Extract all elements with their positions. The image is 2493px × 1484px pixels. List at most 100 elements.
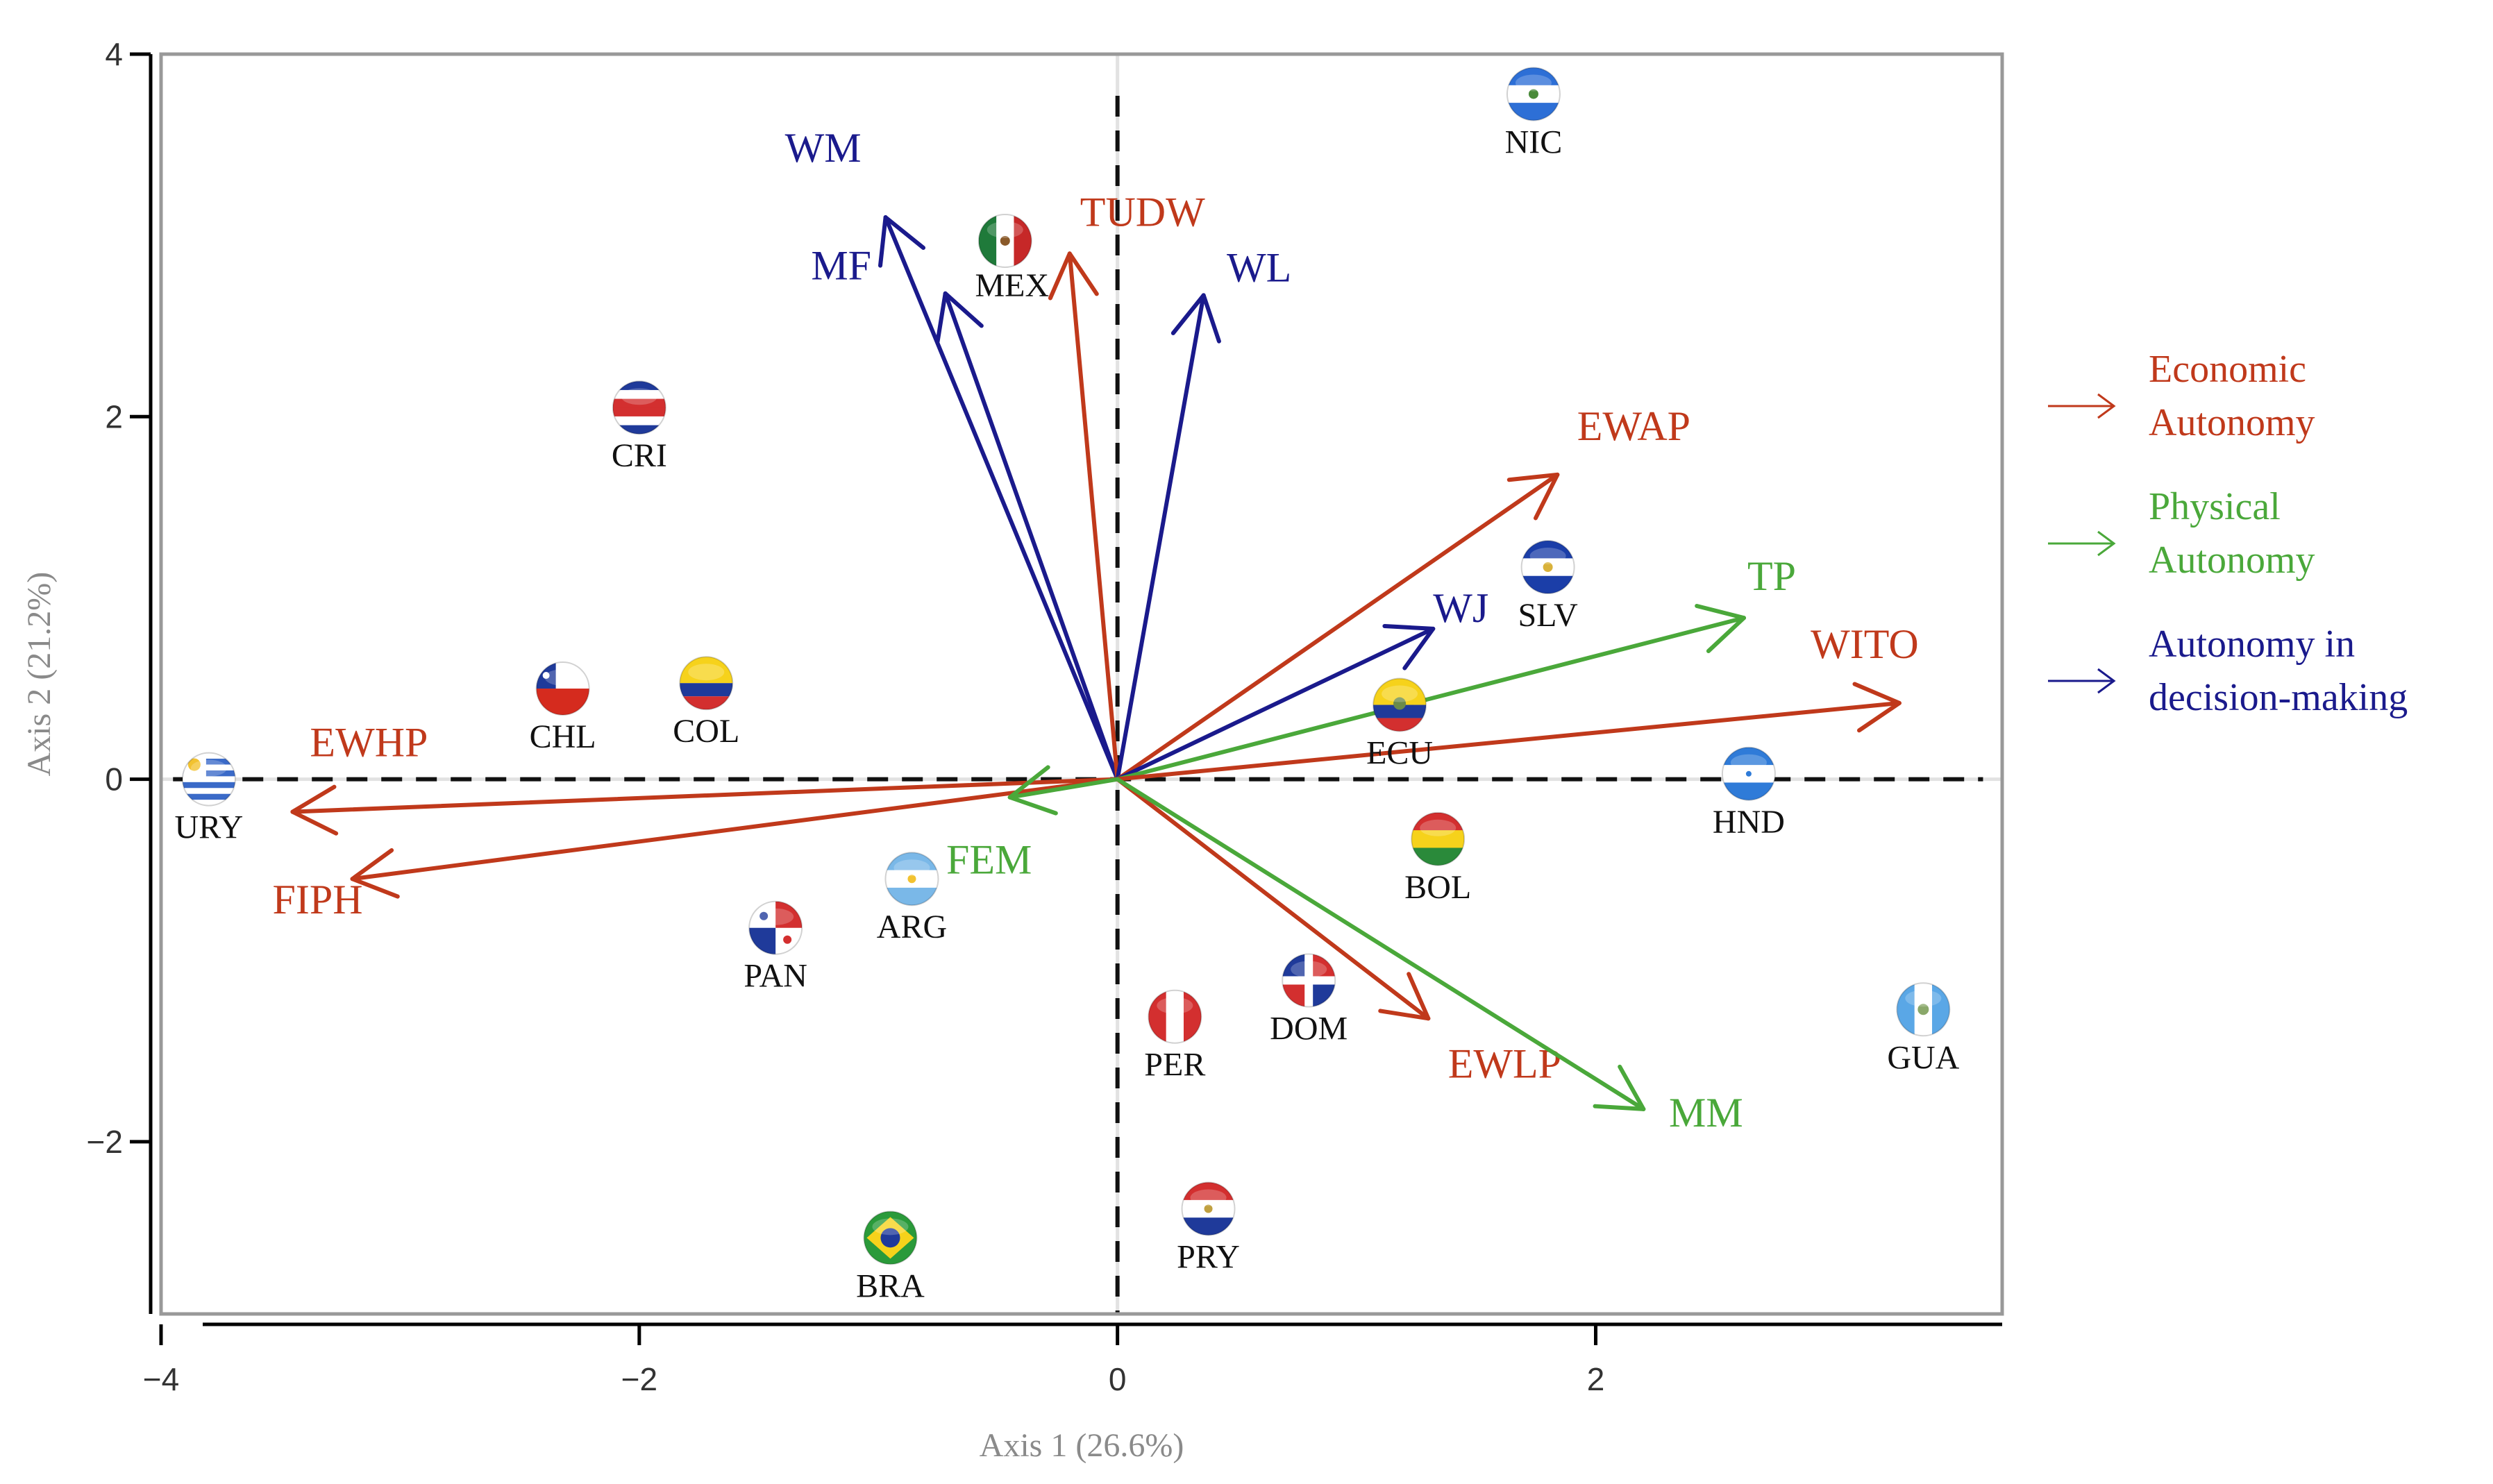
vector-wito: WITO — [1115, 621, 1919, 782]
vector-mm: MM — [1115, 777, 1743, 1136]
plot-frame — [159, 52, 2004, 1316]
legend-label-line1: Autonomy in — [2149, 623, 2355, 666]
vector-line — [1115, 700, 1902, 782]
y-tick-label: 0 — [105, 761, 123, 798]
vector-label: EWLP — [1448, 1040, 1561, 1086]
country-label: ARG — [877, 909, 947, 945]
dominican-republic-flag-icon — [1282, 953, 1336, 1008]
vector-ewlp: EWLP — [1115, 777, 1561, 1086]
x-tick-label: 2 — [1587, 1361, 1605, 1397]
vector-arrowhead — [290, 784, 339, 836]
vector-label: WJ — [1433, 585, 1488, 631]
nicaragua-flag-icon — [1506, 67, 1561, 121]
country-label: GUA — [1887, 1039, 1959, 1076]
panama-flag-icon — [748, 900, 803, 955]
y-tick-label: 2 — [105, 398, 123, 435]
country-label: DOM — [1270, 1010, 1348, 1047]
vector-line — [943, 291, 1120, 782]
vector-mf: MF — [811, 243, 1120, 782]
country-label: PER — [1144, 1047, 1205, 1084]
legend-item-economic: Economic Autonomy — [2048, 348, 2315, 444]
legend-item-decision: Autonomy in decision-making — [2048, 623, 2408, 719]
vector-arrowhead — [1007, 765, 1058, 816]
country-label: COL — [673, 713, 739, 750]
el-salvador-flag-icon — [1520, 540, 1575, 595]
vector-label: WM — [785, 125, 862, 171]
legend-item-physical: Physical Autonomy — [2048, 485, 2315, 582]
colombia-flag-icon — [679, 656, 734, 711]
country-pan: PAN — [744, 900, 807, 995]
vector-fiph: FIPH — [273, 777, 1120, 922]
country-label: CRI — [612, 437, 667, 474]
country-bol: BOL — [1404, 811, 1471, 906]
legend-arrowhead — [2097, 668, 2116, 694]
legend-label-line2: Autonomy — [2149, 401, 2315, 444]
country-points: NIC MEX CRI SLV CHL COL ECU URY HND BOL ARG PAN DOM P… — [175, 67, 1960, 1304]
vector-fem: FEM — [946, 765, 1120, 883]
y-tick-label: −2 — [87, 1124, 123, 1160]
vector-arrowhead — [1695, 604, 1747, 654]
vector-wm: WM — [785, 125, 1120, 782]
country-per: PER — [1144, 989, 1205, 1084]
legend: Economic Autonomy Physical Autonomy Autonomy… — [2048, 348, 2408, 719]
vector-arrowhead — [1382, 623, 1436, 671]
country-label: HND — [1713, 804, 1785, 841]
vector-line — [290, 777, 1120, 814]
vector-arrowhead — [1048, 251, 1099, 301]
vector-line — [1115, 472, 1560, 782]
costa-rica-flag-icon — [612, 380, 666, 435]
vector-arrowhead — [1506, 472, 1560, 521]
vector-ewap: EWAP — [1115, 403, 1690, 782]
vector-arrowhead — [1170, 293, 1221, 344]
vector-label: TUDW — [1080, 189, 1205, 235]
legend-label-line2: decision-making — [2149, 676, 2408, 719]
vector-arrowhead — [1593, 1064, 1646, 1111]
country-label: ECU — [1366, 735, 1433, 772]
vector-line — [1067, 251, 1120, 782]
vector-line — [1115, 616, 1747, 782]
vector-line — [1115, 777, 1646, 1111]
country-label: CHL — [530, 718, 596, 755]
country-label: NIC — [1505, 124, 1563, 160]
y-tick-label: 4 — [105, 36, 123, 72]
argentina-flag-icon — [884, 852, 939, 907]
vector-line — [1115, 626, 1436, 782]
vector-wj: WJ — [1115, 585, 1488, 782]
legend-label-line1: Economic — [2149, 348, 2306, 391]
guatemala-flag-icon — [1896, 982, 1951, 1037]
mexico-flag-icon — [977, 213, 1032, 268]
vector-label: MF — [811, 243, 871, 289]
vector-label: EWAP — [1577, 403, 1690, 449]
country-bra: BRA — [856, 1211, 925, 1304]
country-label: BRA — [856, 1267, 925, 1304]
country-label: URY — [175, 809, 244, 846]
vector-label: TP — [1747, 553, 1796, 599]
bolivia-flag-icon — [1411, 811, 1466, 866]
legend-arrowhead — [2097, 530, 2116, 557]
legend-label-line2: Autonomy — [2149, 539, 2315, 582]
vector-line — [1115, 293, 1206, 782]
vector-label: WITO — [1811, 621, 1919, 667]
vector-label: FEM — [946, 837, 1032, 883]
vector-line — [883, 215, 1120, 782]
y-axis-title: Axis 2 (21.2%) — [21, 572, 58, 777]
country-pry: PRY — [1177, 1181, 1240, 1276]
country-ecu: ECU — [1366, 677, 1433, 772]
vector-line — [1115, 777, 1431, 1021]
vector-arrowhead — [1378, 972, 1431, 1021]
legend-label-line1: Physical — [2149, 485, 2281, 528]
axes: −4 −2 0 2 −2 0 2 4 — [87, 36, 2002, 1397]
country-label: BOL — [1404, 869, 1471, 906]
x-tick-label: −2 — [621, 1361, 657, 1397]
peru-flag-icon — [1148, 989, 1202, 1044]
vector-arrowhead — [878, 215, 926, 268]
vector-arrowhead — [935, 291, 984, 344]
country-label: SLV — [1518, 597, 1578, 634]
vector-arrowhead — [1852, 682, 1902, 733]
country-label: MEX — [975, 267, 1049, 304]
legend-arrowhead — [2097, 393, 2116, 419]
honduras-flag-icon — [1721, 746, 1776, 801]
country-hnd: HND — [1713, 746, 1785, 841]
vector-tp: TP — [1115, 553, 1796, 782]
